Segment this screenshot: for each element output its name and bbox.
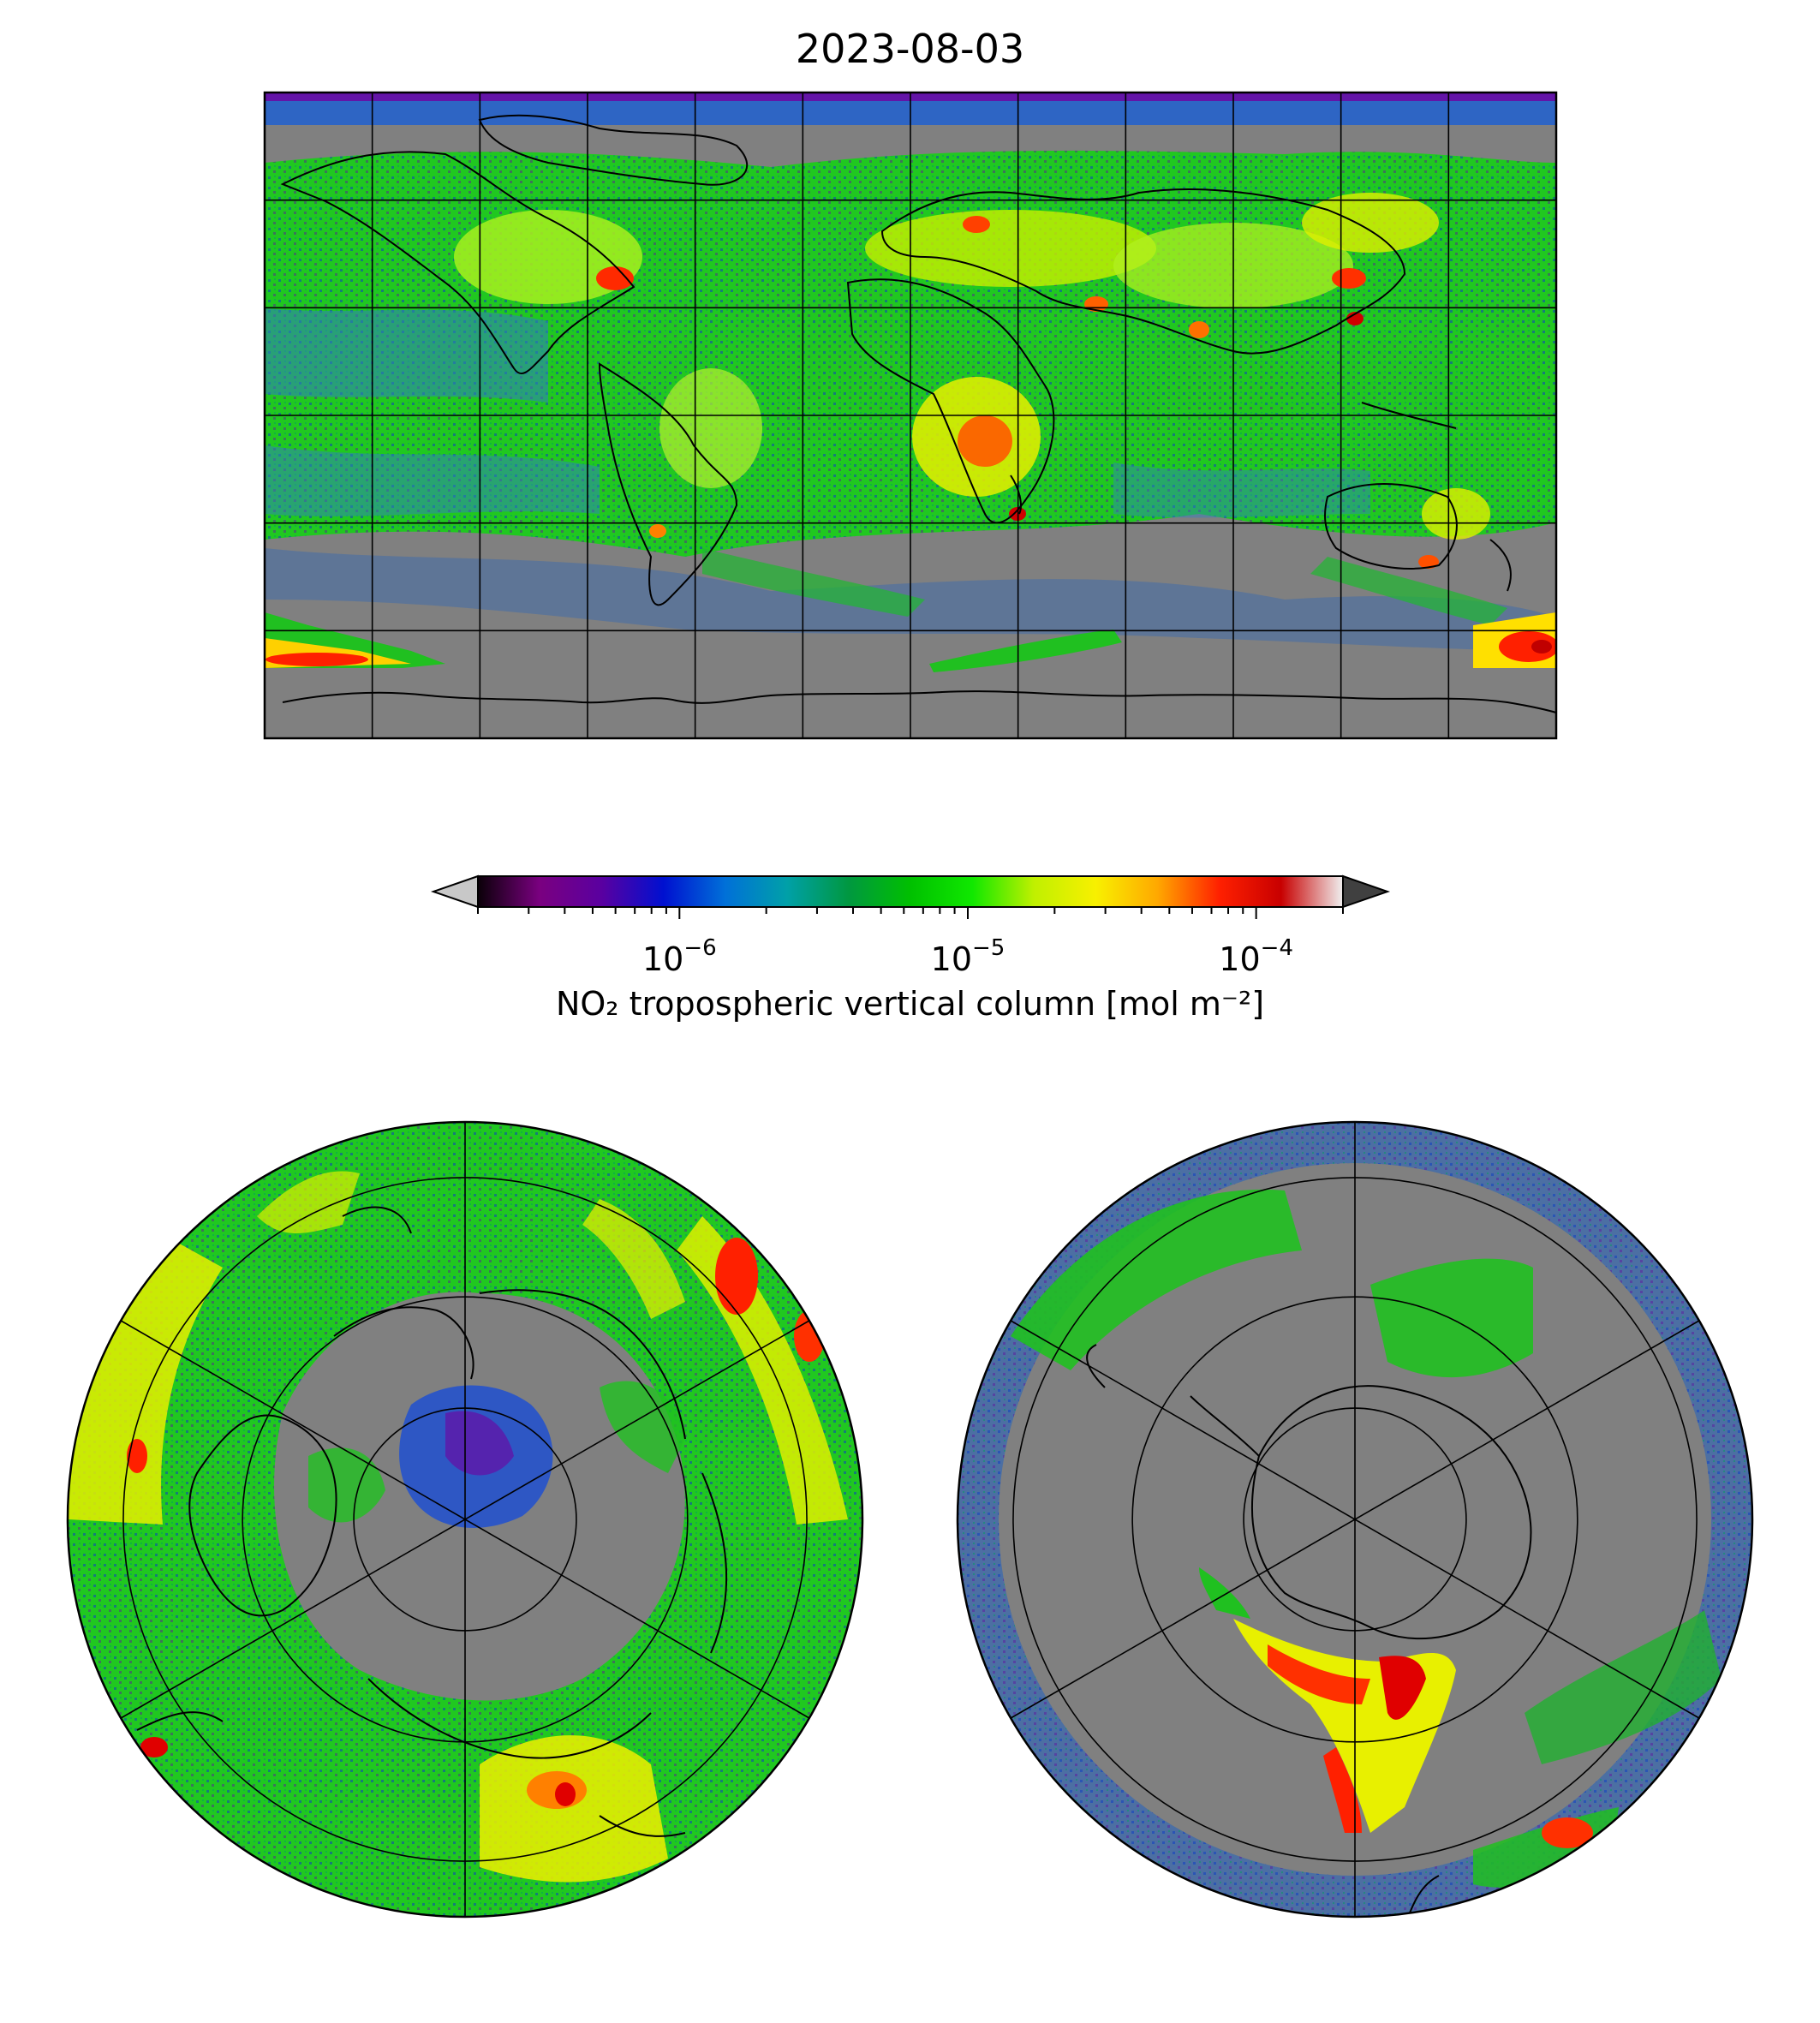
south-plume-north (1370, 1258, 1533, 1378)
colorbar (430, 874, 1391, 919)
colorbar-tick-label: 10−5 (930, 935, 1005, 978)
global-map (263, 91, 1558, 740)
figure-title: 2023-08-03 (795, 26, 1025, 72)
hotspot-europe (963, 216, 990, 233)
colorbar-tick-label: 10−6 (641, 935, 717, 978)
north-map-frame (66, 1120, 864, 1919)
hotspot-central-africa (958, 415, 1012, 467)
meridian-line (120, 1320, 810, 1719)
colorbar-under-extension (430, 874, 479, 909)
hotspot-eastern-us (596, 266, 634, 290)
global-map-frame (263, 91, 1558, 740)
colorbar-tick-label: 10−4 (1219, 935, 1293, 978)
global-graticule (265, 92, 1556, 738)
south-polar-map (956, 1120, 1754, 1919)
south-coastlines (1086, 1344, 1532, 1917)
colorbar-bar (478, 876, 1343, 907)
north-graticule (120, 1122, 810, 1917)
north-coastlines (136, 1206, 728, 1837)
hotspot-east-asia (1332, 268, 1366, 289)
colorbar-label: NO₂ tropospheric vertical column [mol m⁻… (555, 985, 1265, 1023)
meridian-line (1010, 1320, 1700, 1719)
global-antarctic-plume-center (929, 630, 1122, 672)
south-plume-northwest (1011, 1189, 1302, 1370)
colorbar-over-extension (1342, 874, 1391, 909)
north-polar-map (66, 1120, 864, 1919)
south-map-frame (956, 1120, 1754, 1919)
colorbar-ticks (477, 907, 1344, 919)
south-graticule (1010, 1122, 1700, 1917)
global-coastlines (280, 114, 1556, 713)
